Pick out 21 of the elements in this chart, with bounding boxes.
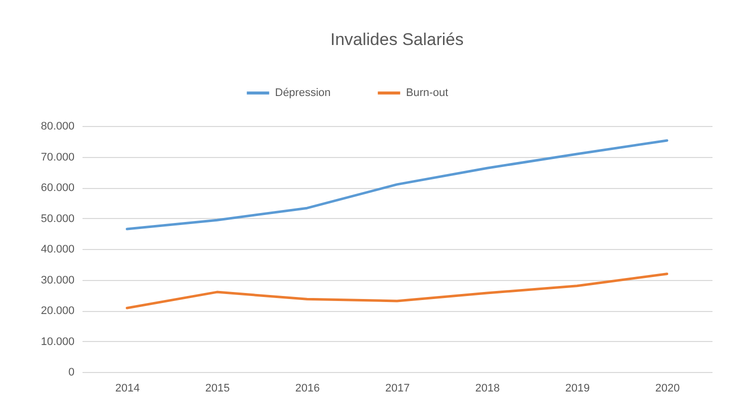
y-tick-label: 0 [68, 366, 74, 378]
x-tick-label: 2017 [385, 382, 410, 394]
legend-label: Burn-out [406, 87, 448, 99]
y-tick-label: 70.000 [40, 151, 74, 164]
x-tick-label: 2016 [295, 382, 320, 394]
x-tick-label: 2020 [655, 382, 680, 394]
legend-label: Dépression [275, 87, 331, 99]
y-tick-label: 80.000 [40, 120, 74, 132]
line-series [126, 139, 668, 230]
x-tick-label: 2014 [115, 382, 140, 394]
y-tick-label: 50.000 [40, 212, 74, 225]
line-series [126, 272, 668, 310]
y-tick-label: 40.000 [40, 244, 74, 256]
chart-title: Invalides Salariés [330, 30, 464, 49]
x-tick-label: 2015 [205, 382, 230, 394]
y-tick-label: 60.000 [40, 182, 74, 194]
y-tick-label: 20.000 [40, 305, 74, 317]
y-tick-label: 10.000 [40, 336, 74, 348]
x-tick-label: 2019 [565, 382, 590, 394]
y-tick-label: 30.000 [40, 274, 74, 286]
x-tick-label: 2018 [475, 382, 500, 394]
